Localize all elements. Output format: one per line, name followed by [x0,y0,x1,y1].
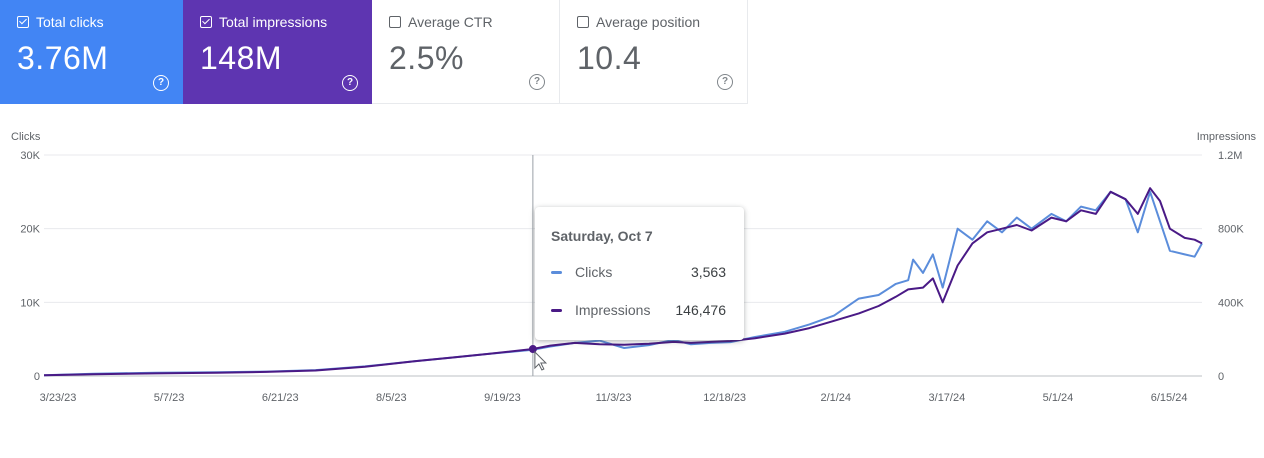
total-clicks-checkbox[interactable] [17,16,29,28]
help-icon[interactable]: ? [342,75,358,91]
total-clicks-label: Total clicks [36,14,104,30]
clicks-swatch [551,271,562,274]
left-tick-label: 0 [34,371,40,383]
x-tick-label: 5/7/23 [154,392,185,404]
help-icon[interactable]: ? [717,74,733,90]
mouse-cursor-icon [534,350,548,371]
total-impressions-header: Total impressions [200,14,327,30]
tooltip-impressions-label: Impressions [575,302,651,318]
average-position-header: Average position [577,14,700,30]
x-tick-label: 2/1/24 [820,392,851,404]
tooltip-impressions-value: 146,476 [675,302,726,318]
total-impressions-checkbox[interactable] [200,16,212,28]
total-clicks-header: Total clicks [17,14,104,30]
x-tick-label: 8/5/23 [376,392,407,404]
tooltip-clicks-label: Clicks [575,264,613,280]
impressions-swatch [551,309,562,312]
right-tick-label: 1.2M [1218,150,1242,162]
tooltip-row-clicks: Clicks 3,563 [551,264,726,282]
x-tick-label: 3/17/24 [929,392,966,404]
average-position-value: 10.4 [577,40,642,76]
left-axis-title: Clicks [11,131,41,143]
total-clicks-card[interactable]: Total clicks 3.76M ? [0,0,183,104]
left-tick-label: 30K [20,150,40,162]
average-position-checkbox[interactable] [577,16,589,28]
average-ctr-header: Average CTR [389,14,493,30]
x-tick-label: 5/1/24 [1043,392,1074,404]
total-impressions-label: Total impressions [219,14,328,30]
total-impressions-card[interactable]: Total impressions 148M ? [183,0,372,104]
right-tick-label: 400K [1218,297,1244,309]
tooltip-clicks-value: 3,563 [690,264,726,280]
left-tick-label: 20K [20,224,40,236]
total-impressions-value: 148M [200,40,283,76]
average-position-label: Average position [596,14,701,30]
x-tick-label: 9/19/23 [484,392,521,404]
hover-point [528,345,537,354]
help-icon[interactable]: ? [529,74,545,90]
right-axis-title: Impressions [1196,131,1256,143]
tooltip-row-impressions: Impressions 146,476 [551,302,726,320]
x-tick-label: 6/15/24 [1151,392,1188,404]
x-tick-label: 11/3/23 [596,392,632,404]
right-tick-label: 0 [1218,371,1224,383]
x-tick-label: 3/23/23 [40,392,77,404]
right-tick-label: 800K [1218,224,1244,236]
average-ctr-value: 2.5% [389,40,464,76]
average-position-card[interactable]: Average position 10.4 ? [560,0,748,104]
average-ctr-label: Average CTR [408,14,493,30]
help-icon[interactable]: ? [153,75,169,91]
average-ctr-checkbox[interactable] [389,16,401,28]
tooltip-date: Saturday, Oct 7 [551,228,653,244]
impressions-series-line [43,187,1203,377]
x-tick-label: 12/18/23 [703,392,746,404]
average-ctr-card[interactable]: Average CTR 2.5% ? [372,0,560,104]
total-clicks-value: 3.76M [17,40,109,76]
x-tick-label: 6/21/23 [262,392,299,404]
metric-cards: Total clicks 3.76M ? Total impressions 1… [0,0,748,104]
chart-tooltip: Saturday, Oct 7 Clicks 3,563 Impressions… [535,207,744,340]
left-tick-label: 10K [20,297,40,309]
